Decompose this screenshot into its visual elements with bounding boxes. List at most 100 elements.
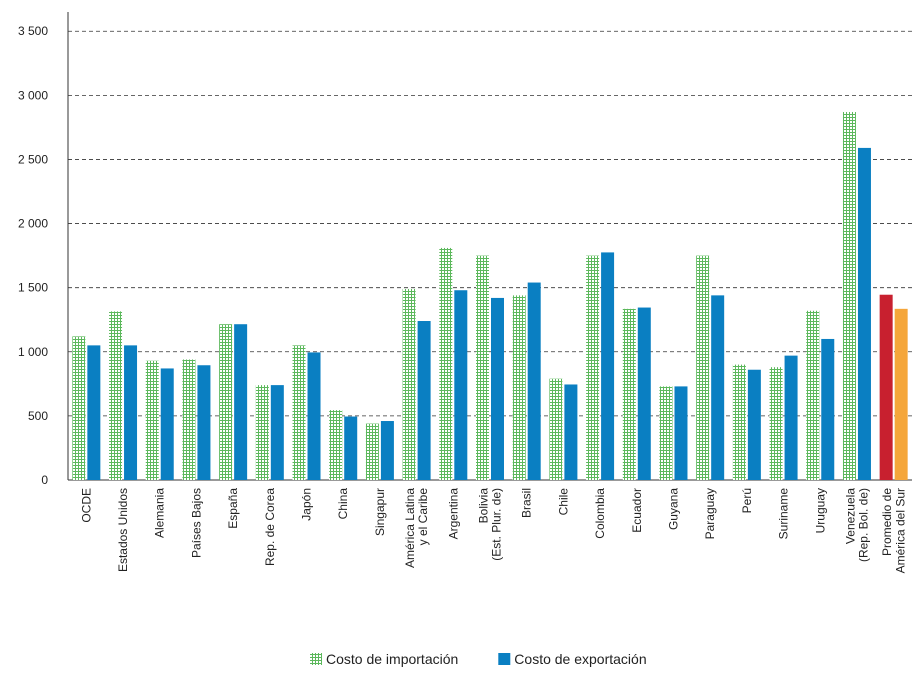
x-tick-label-group: Promedio deAmérica del Sur — [880, 488, 907, 574]
x-tick-label-group: Perú — [740, 488, 754, 513]
bar — [255, 385, 269, 480]
x-tick-label: China — [336, 488, 350, 520]
bar — [197, 365, 211, 480]
bar — [145, 360, 159, 480]
bar — [476, 255, 489, 480]
legend-label: Costo de importación — [326, 651, 458, 667]
x-tick-label: España — [226, 488, 240, 529]
x-tick-label-group: Brasil — [520, 488, 534, 518]
bar — [182, 359, 196, 480]
x-tick-label-group: Alemania — [153, 488, 167, 538]
bar — [417, 321, 431, 480]
bar — [622, 308, 636, 480]
bar — [747, 369, 761, 480]
legend-label: Costo de exportación — [514, 651, 646, 667]
x-tick-label-group: Argentina — [446, 488, 460, 540]
bar — [491, 297, 504, 480]
bar — [527, 282, 541, 480]
bar — [512, 295, 526, 480]
bar — [439, 247, 453, 480]
bar — [329, 410, 343, 480]
y-tick-label: 2 500 — [18, 152, 48, 166]
x-tick-label: OCDE — [79, 488, 93, 523]
bar — [454, 290, 468, 480]
bar — [732, 364, 746, 480]
bar — [270, 385, 284, 480]
y-tick-label: 2 000 — [18, 217, 48, 231]
bar — [160, 368, 174, 480]
bar — [109, 311, 123, 480]
bar — [87, 345, 101, 480]
bar — [365, 423, 379, 480]
y-tick-label: 500 — [28, 409, 48, 423]
bar — [769, 367, 783, 480]
bar — [380, 421, 394, 480]
x-tick-label: Paraguay — [703, 488, 717, 539]
bar — [402, 288, 416, 480]
x-tick-label: Bolivia(Est. Plur. de) — [476, 488, 503, 561]
x-tick-label-group: Singapur — [373, 488, 387, 536]
y-tick-label: 1 500 — [18, 281, 48, 295]
bar — [806, 310, 820, 480]
x-tick-label-group: Rep. de Corea — [263, 488, 277, 566]
bar — [674, 386, 688, 480]
bar — [307, 352, 321, 480]
x-tick-label: Colombia — [593, 488, 607, 539]
bar — [842, 112, 856, 480]
bar — [124, 345, 138, 480]
x-tick-label-group: Paraguay — [703, 488, 717, 539]
bar — [292, 345, 306, 480]
legend-swatch — [310, 653, 322, 665]
x-tick-label-group: Países Bajos — [189, 488, 203, 558]
x-tick-label-group: Uruguay — [813, 488, 827, 533]
x-tick-label: Venezuela(Rep. Bol. de) — [843, 488, 870, 562]
x-tick-label-group: España — [226, 488, 240, 529]
bar — [711, 295, 725, 480]
x-tick-label-group: Japón — [300, 488, 314, 521]
x-tick-label: Alemania — [153, 488, 167, 538]
bar — [601, 252, 615, 480]
x-tick-label-group: Bolivia(Est. Plur. de) — [476, 488, 503, 561]
bar — [659, 386, 673, 480]
x-tick-label: Chile — [556, 488, 570, 516]
x-tick-label: Japón — [300, 488, 314, 521]
x-tick-label: Argentina — [446, 488, 460, 540]
x-tick-label: Promedio deAmérica del Sur — [880, 488, 907, 574]
y-tick-label: 1 000 — [18, 345, 48, 359]
x-tick-label-group: Chile — [556, 488, 570, 516]
bar — [549, 378, 563, 480]
bar — [344, 416, 358, 480]
bar — [879, 294, 893, 480]
bar — [821, 338, 835, 480]
bar — [637, 307, 651, 480]
x-tick-label: Ecuador — [630, 488, 644, 533]
x-tick-label: Suriname — [777, 488, 791, 540]
bar — [72, 336, 86, 480]
x-tick-label: Países Bajos — [189, 488, 203, 558]
bar — [219, 324, 233, 480]
bar — [696, 255, 710, 480]
x-tick-label-group: Estados Unidos — [116, 488, 130, 572]
x-tick-label-group: Suriname — [777, 488, 791, 540]
bar — [234, 324, 248, 480]
bar — [586, 255, 600, 480]
x-tick-label: Rep. de Corea — [263, 488, 277, 566]
x-tick-label-group: OCDE — [79, 488, 93, 523]
x-tick-label-group: Colombia — [593, 488, 607, 539]
y-tick-label: 3 000 — [18, 88, 48, 102]
x-tick-label: América Latinay el Caribe — [403, 488, 430, 568]
x-tick-label: Singapur — [373, 488, 387, 536]
x-tick-label: Perú — [740, 488, 754, 513]
x-tick-label: Brasil — [520, 488, 534, 518]
bar — [784, 355, 798, 480]
y-tick-label: 0 — [41, 473, 48, 487]
legend-swatch — [498, 653, 511, 665]
x-tick-label-group: Ecuador — [630, 488, 644, 533]
bar — [564, 384, 578, 480]
x-tick-label: Uruguay — [813, 488, 827, 533]
x-tick-label: Estados Unidos — [116, 488, 130, 572]
bar — [894, 308, 908, 480]
x-tick-label-group: China — [336, 488, 350, 520]
x-tick-label-group: América Latinay el Caribe — [403, 488, 430, 568]
